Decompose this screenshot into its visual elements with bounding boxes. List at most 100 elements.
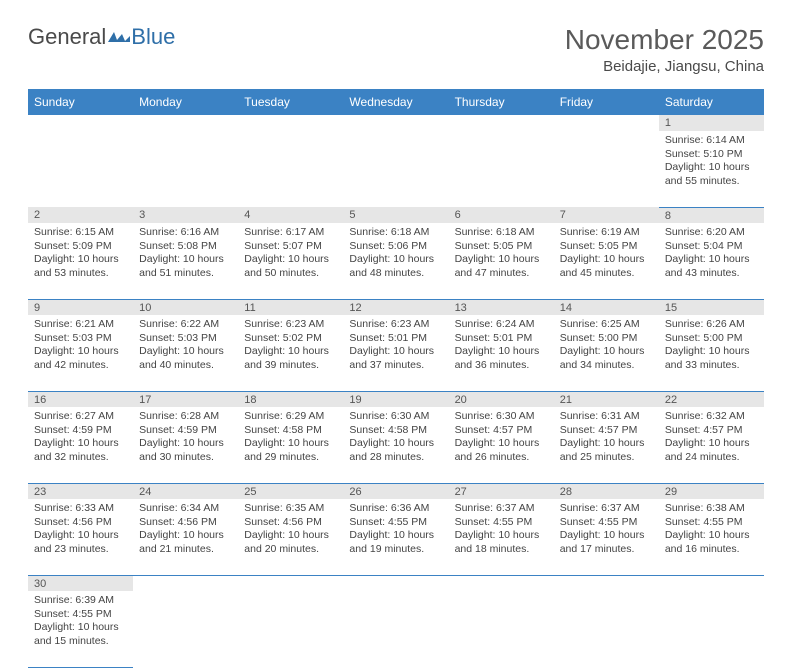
day-data: Sunrise: 6:35 AMSunset: 4:56 PMDaylight:…	[238, 499, 343, 561]
day-data: Sunrise: 6:31 AMSunset: 4:57 PMDaylight:…	[554, 407, 659, 469]
day-data: Sunrise: 6:30 AMSunset: 4:58 PMDaylight:…	[343, 407, 448, 469]
day-data-cell: Sunrise: 6:31 AMSunset: 4:57 PMDaylight:…	[554, 407, 659, 483]
day-data: Sunrise: 6:39 AMSunset: 4:55 PMDaylight:…	[28, 591, 133, 653]
day-header: Monday	[133, 89, 238, 115]
day-number-row: 23242526272829	[28, 483, 764, 499]
day-data-row: Sunrise: 6:21 AMSunset: 5:03 PMDaylight:…	[28, 315, 764, 391]
day-data: Sunrise: 6:28 AMSunset: 4:59 PMDaylight:…	[133, 407, 238, 469]
day-number-cell: 12	[343, 299, 448, 315]
day-data: Sunrise: 6:17 AMSunset: 5:07 PMDaylight:…	[238, 223, 343, 285]
day-data-cell	[133, 591, 238, 667]
day-number-cell: 8	[659, 207, 764, 223]
day-data-cell: Sunrise: 6:23 AMSunset: 5:01 PMDaylight:…	[343, 315, 448, 391]
location: Beidajie, Jiangsu, China	[565, 58, 764, 75]
day-data-cell: Sunrise: 6:28 AMSunset: 4:59 PMDaylight:…	[133, 407, 238, 483]
day-data-cell: Sunrise: 6:18 AMSunset: 5:06 PMDaylight:…	[343, 223, 448, 299]
day-data-cell: Sunrise: 6:19 AMSunset: 5:05 PMDaylight:…	[554, 223, 659, 299]
day-number-cell: 28	[554, 483, 659, 499]
day-number-cell: 15	[659, 299, 764, 315]
day-data-cell: Sunrise: 6:37 AMSunset: 4:55 PMDaylight:…	[449, 499, 554, 575]
day-number-cell: 26	[343, 483, 448, 499]
day-data: Sunrise: 6:21 AMSunset: 5:03 PMDaylight:…	[28, 315, 133, 377]
day-data-cell: Sunrise: 6:38 AMSunset: 4:55 PMDaylight:…	[659, 499, 764, 575]
day-data-cell: Sunrise: 6:34 AMSunset: 4:56 PMDaylight:…	[133, 499, 238, 575]
day-number-cell: 5	[343, 207, 448, 223]
day-number-cell: 1	[659, 115, 764, 131]
day-number-cell: 30	[28, 575, 133, 591]
day-data-cell: Sunrise: 6:21 AMSunset: 5:03 PMDaylight:…	[28, 315, 133, 391]
day-number-cell	[238, 575, 343, 591]
day-data	[133, 131, 238, 138]
day-data-cell: Sunrise: 6:30 AMSunset: 4:58 PMDaylight:…	[343, 407, 448, 483]
day-number-cell: 23	[28, 483, 133, 499]
day-number-cell: 4	[238, 207, 343, 223]
day-number-cell	[554, 575, 659, 591]
day-data-cell: Sunrise: 6:35 AMSunset: 4:56 PMDaylight:…	[238, 499, 343, 575]
day-number-cell: 21	[554, 391, 659, 407]
day-number-cell	[238, 115, 343, 131]
day-data-cell	[238, 591, 343, 667]
day-data	[554, 131, 659, 138]
day-number-cell: 14	[554, 299, 659, 315]
day-number-cell: 10	[133, 299, 238, 315]
day-number-cell	[343, 115, 448, 131]
day-number-cell	[554, 115, 659, 131]
day-number-cell: 24	[133, 483, 238, 499]
day-number-cell	[659, 575, 764, 591]
day-number-row: 30	[28, 575, 764, 591]
logo-text-dark: General	[28, 24, 106, 50]
day-number-cell: 13	[449, 299, 554, 315]
day-data: Sunrise: 6:34 AMSunset: 4:56 PMDaylight:…	[133, 499, 238, 561]
day-number-cell	[449, 115, 554, 131]
day-data: Sunrise: 6:23 AMSunset: 5:01 PMDaylight:…	[343, 315, 448, 377]
day-data-cell	[449, 131, 554, 207]
day-data	[238, 591, 343, 598]
day-data-cell: Sunrise: 6:20 AMSunset: 5:04 PMDaylight:…	[659, 223, 764, 299]
month-title: November 2025	[565, 24, 764, 56]
day-data-cell: Sunrise: 6:24 AMSunset: 5:01 PMDaylight:…	[449, 315, 554, 391]
day-data-cell: Sunrise: 6:14 AMSunset: 5:10 PMDaylight:…	[659, 131, 764, 207]
day-data: Sunrise: 6:16 AMSunset: 5:08 PMDaylight:…	[133, 223, 238, 285]
day-data	[554, 591, 659, 598]
page-header: General Blue November 2025 Beidajie, Jia…	[28, 24, 764, 75]
day-data-cell	[133, 131, 238, 207]
day-data-cell: Sunrise: 6:32 AMSunset: 4:57 PMDaylight:…	[659, 407, 764, 483]
day-number-cell: 11	[238, 299, 343, 315]
day-data: Sunrise: 6:18 AMSunset: 5:06 PMDaylight:…	[343, 223, 448, 285]
day-data: Sunrise: 6:29 AMSunset: 4:58 PMDaylight:…	[238, 407, 343, 469]
day-data-row: Sunrise: 6:33 AMSunset: 4:56 PMDaylight:…	[28, 499, 764, 575]
day-number-cell: 25	[238, 483, 343, 499]
day-number-cell: 19	[343, 391, 448, 407]
flag-icon	[108, 24, 130, 50]
day-data-cell	[238, 131, 343, 207]
day-data-cell: Sunrise: 6:39 AMSunset: 4:55 PMDaylight:…	[28, 591, 133, 667]
day-header: Sunday	[28, 89, 133, 115]
day-number-cell: 22	[659, 391, 764, 407]
day-data-cell: Sunrise: 6:37 AMSunset: 4:55 PMDaylight:…	[554, 499, 659, 575]
day-data-cell	[343, 591, 448, 667]
day-data	[449, 131, 554, 138]
day-number-cell: 9	[28, 299, 133, 315]
day-number-cell: 29	[659, 483, 764, 499]
day-data-cell	[554, 131, 659, 207]
day-number-cell: 18	[238, 391, 343, 407]
title-block: November 2025 Beidajie, Jiangsu, China	[565, 24, 764, 75]
day-data-cell: Sunrise: 6:33 AMSunset: 4:56 PMDaylight:…	[28, 499, 133, 575]
day-number-cell: 16	[28, 391, 133, 407]
day-data: Sunrise: 6:20 AMSunset: 5:04 PMDaylight:…	[659, 223, 764, 285]
day-data: Sunrise: 6:33 AMSunset: 4:56 PMDaylight:…	[28, 499, 133, 561]
day-data-cell	[449, 591, 554, 667]
day-data: Sunrise: 6:37 AMSunset: 4:55 PMDaylight:…	[449, 499, 554, 561]
day-data	[238, 131, 343, 138]
day-data-cell	[554, 591, 659, 667]
day-data-cell: Sunrise: 6:15 AMSunset: 5:09 PMDaylight:…	[28, 223, 133, 299]
day-data-row: Sunrise: 6:14 AMSunset: 5:10 PMDaylight:…	[28, 131, 764, 207]
day-data	[659, 591, 764, 598]
logo-text-blue: Blue	[131, 24, 175, 50]
day-data-cell: Sunrise: 6:22 AMSunset: 5:03 PMDaylight:…	[133, 315, 238, 391]
day-number-cell	[133, 575, 238, 591]
day-data-row: Sunrise: 6:15 AMSunset: 5:09 PMDaylight:…	[28, 223, 764, 299]
day-header: Saturday	[659, 89, 764, 115]
day-data: Sunrise: 6:18 AMSunset: 5:05 PMDaylight:…	[449, 223, 554, 285]
day-data-cell	[343, 131, 448, 207]
